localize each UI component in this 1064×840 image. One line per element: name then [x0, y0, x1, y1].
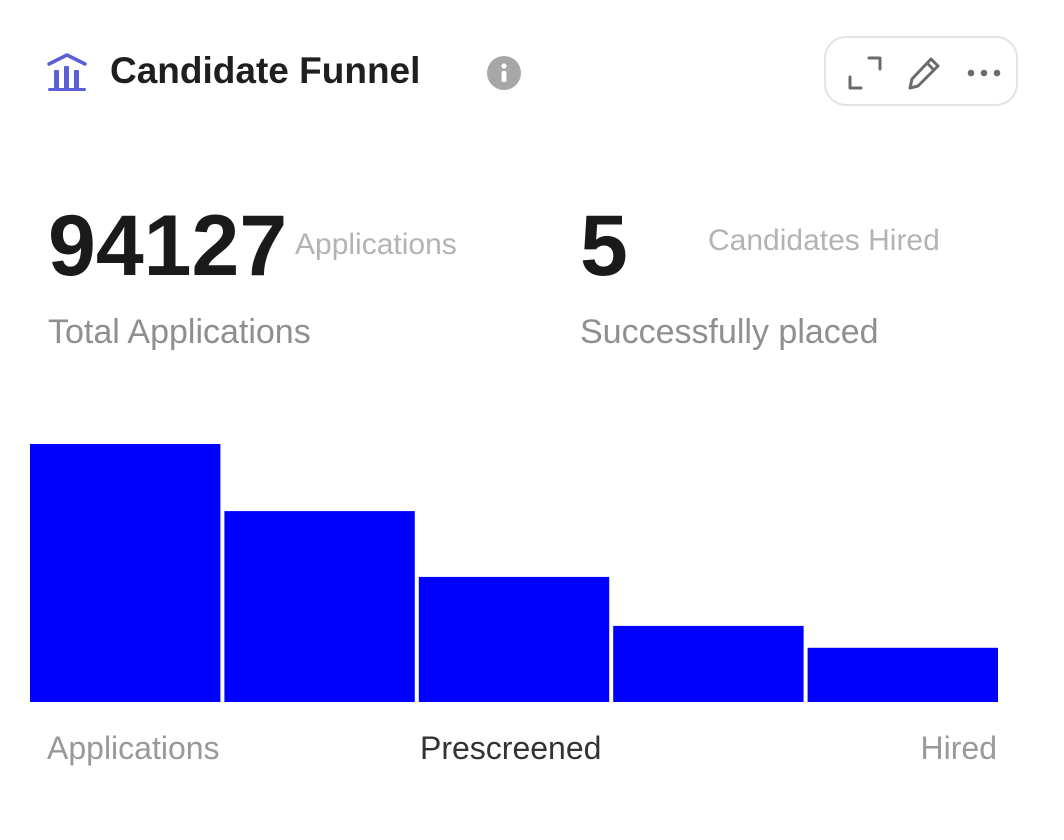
- x-tick-label-hired: Hired: [920, 730, 997, 766]
- funnel-bar-1[interactable]: [30, 444, 221, 702]
- funnel-bar-chart: [30, 444, 998, 702]
- funnel-bar-3[interactable]: [418, 576, 610, 702]
- candidates-hired-label: Successfully placed: [580, 313, 879, 351]
- x-tick-label-applications: Applications: [47, 730, 220, 766]
- info-icon[interactable]: [487, 56, 521, 90]
- pencil-icon[interactable]: [906, 55, 942, 91]
- funnel-bar-5[interactable]: [807, 647, 998, 702]
- candidates-hired-unit: Candidates Hired: [708, 224, 940, 257]
- widget-title: Candidate Funnel: [110, 50, 421, 91]
- bar-chart-icon: [46, 52, 90, 92]
- expand-icon[interactable]: [847, 55, 883, 91]
- total-applications-value: 94127: [48, 198, 288, 294]
- funnel-bar-2[interactable]: [224, 511, 415, 702]
- more-horizontal-icon[interactable]: [966, 55, 1002, 91]
- widget-header: Candidate Funnel: [0, 0, 1064, 150]
- funnel-bar-4[interactable]: [613, 625, 804, 702]
- widget-toolbar: [824, 36, 1018, 106]
- total-applications-unit: Applications: [295, 228, 457, 261]
- total-applications-label: Total Applications: [48, 313, 311, 351]
- candidates-hired-value: 5: [580, 198, 628, 294]
- x-tick-label-prescreened: Prescreened: [420, 730, 602, 766]
